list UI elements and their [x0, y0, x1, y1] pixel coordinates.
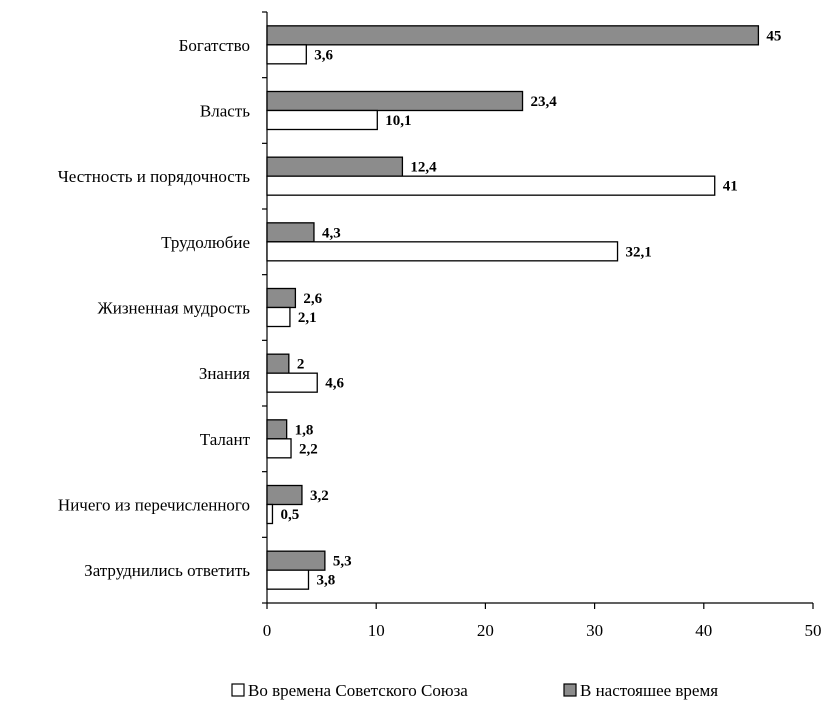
legend: Во времена Советского Союза В настояшее в…: [231, 681, 718, 700]
data-label: 2,6: [303, 291, 322, 307]
bar-soviet: [266, 109, 378, 131]
legend-label: Во времена Советского Союза: [248, 681, 468, 700]
x-tick-label: 50: [805, 621, 822, 640]
data-label: 2: [297, 357, 305, 373]
bar-soviet: [266, 438, 292, 459]
category-label: Знания: [199, 364, 250, 383]
bar-current: [266, 222, 315, 243]
axes: 0 10 20 30 40 50 Богатство Власть Честность и по…: [58, 11, 822, 640]
bar-current: [266, 25, 760, 46]
data-label: 2,1: [298, 310, 317, 326]
category-label: Богатство: [179, 36, 250, 55]
data-label: 4,6: [325, 376, 344, 392]
data-label: 41: [723, 179, 738, 195]
category-label: Жизненная мудрость: [98, 299, 251, 318]
x-tick-label: 30: [586, 621, 603, 640]
bar-soviet: [266, 569, 310, 590]
data-label: 23,4: [531, 94, 558, 110]
data-label: 3,8: [316, 573, 335, 589]
bar-soviet: [266, 175, 716, 196]
bar-soviet: [266, 44, 307, 65]
data-label: 1,8: [295, 422, 314, 438]
legend-label: В настояшее время: [580, 681, 718, 700]
data-label: 2,2: [299, 441, 318, 457]
bar-current: [266, 287, 297, 309]
category-label: Ничего из перечисленного: [58, 496, 250, 515]
data-label: 10,1: [385, 113, 411, 129]
bars: 45 3,6 23,4 10,1 12,4 41 4,3 32,1 2,6 2,1 2 4,6 1,8 2…: [266, 25, 781, 590]
category-label: Трудолюбие: [161, 233, 250, 252]
bar-current: [266, 353, 290, 374]
bar-soviet: [266, 503, 274, 525]
category-label: Власть: [200, 102, 250, 121]
data-label: 3,6: [314, 47, 333, 63]
bar-current: [266, 419, 288, 440]
x-tick-label: 20: [477, 621, 494, 640]
data-label: 0,5: [280, 507, 299, 523]
category-label: Честность и порядочность: [58, 167, 251, 186]
x-tick-label: 40: [695, 621, 712, 640]
bar-soviet: [266, 372, 318, 393]
data-label: 3,2: [310, 488, 329, 504]
data-label: 12,4: [410, 160, 437, 176]
bar-soviet: [266, 306, 291, 328]
bar-current: [266, 484, 303, 506]
x-tick-label: 0: [263, 621, 272, 640]
bar-current: [266, 550, 326, 571]
bar-current: [266, 90, 524, 112]
data-label: 5,3: [333, 554, 352, 570]
x-tick-label: 10: [368, 621, 385, 640]
data-label: 4,3: [322, 225, 341, 241]
legend-swatch: [231, 683, 245, 697]
category-label: Затруднились ответить: [84, 561, 250, 580]
category-label: Талант: [200, 430, 251, 449]
bar-soviet: [266, 241, 619, 262]
bar-current: [266, 156, 404, 177]
data-label: 32,1: [626, 244, 652, 260]
data-label: 45: [766, 28, 781, 44]
legend-swatch: [563, 683, 577, 697]
